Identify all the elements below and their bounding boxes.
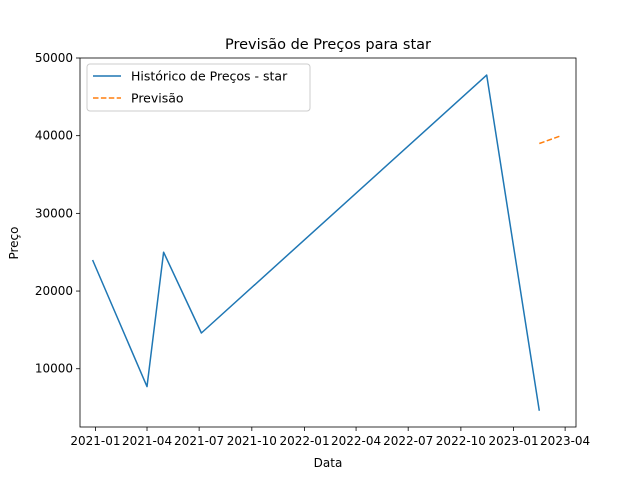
y-axis-label: Preço xyxy=(7,226,21,259)
series-line-1 xyxy=(539,134,562,145)
x-tick-label: 2023-04 xyxy=(540,434,590,448)
x-tick-label: 2021-01 xyxy=(70,434,120,448)
series-line-0 xyxy=(91,74,541,411)
x-axis: 2021-01 2021-04 2021-07 2021-10 2022-01 2022-… xyxy=(70,427,590,448)
y-tick-label: 40000 xyxy=(35,129,73,143)
x-tick-label: 2022-01 xyxy=(279,434,329,448)
legend-box xyxy=(86,63,311,112)
x-tick-label: 2023-01 xyxy=(489,434,539,448)
x-tick-label: 2022-07 xyxy=(383,434,433,448)
x-tick-label: 2022-04 xyxy=(331,434,381,448)
legend: Histórico de Preços - star Previsão xyxy=(86,63,311,112)
plot-background xyxy=(80,58,576,427)
x-tick-label: 2022-10 xyxy=(436,434,486,448)
chart-title: Previsão de Preços para star xyxy=(225,37,431,53)
y-tick-label: 10000 xyxy=(35,362,73,376)
series-layer xyxy=(91,74,562,411)
legend-label-1: Previsão xyxy=(131,91,184,106)
y-tick-label: 50000 xyxy=(35,51,73,65)
plot-frame xyxy=(79,57,577,428)
x-axis-label: Data xyxy=(314,456,343,470)
x-tick-label: 2021-04 xyxy=(122,434,172,448)
legend-label-0: Histórico de Preços - star xyxy=(131,69,288,84)
y-tick-label: 20000 xyxy=(35,284,73,298)
y-axis: 10000 20000 30000 40000 50000 xyxy=(35,51,80,376)
plot-area xyxy=(79,57,577,428)
x-tick-label: 2021-07 xyxy=(174,434,224,448)
x-tick-label: 2021-10 xyxy=(227,434,277,448)
y-tick-label: 30000 xyxy=(35,206,73,220)
